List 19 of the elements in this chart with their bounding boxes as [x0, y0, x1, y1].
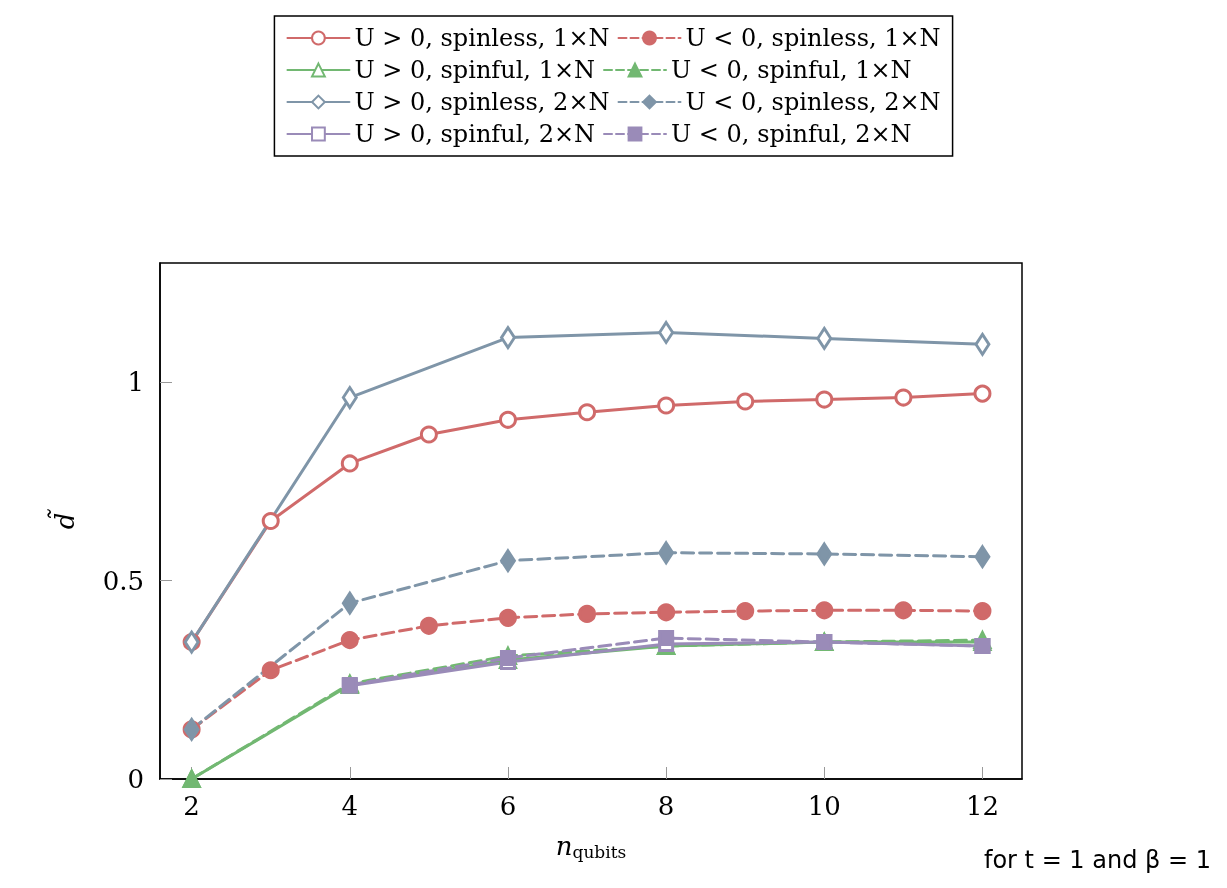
legend-label: U < 0, spinful, 1×N [671, 56, 912, 84]
y-tick-label: 0 [127, 764, 144, 794]
x-tick-label: 2 [183, 791, 200, 821]
x-tick-label: 12 [965, 791, 1000, 821]
legend-label: U < 0, spinful, 2×N [671, 120, 912, 148]
text: for t = 1 and β = 1 [983, 846, 1212, 874]
x-tick-label: 10 [807, 791, 841, 821]
y-tick-label: 1 [127, 367, 144, 398]
legend-label: U > 0, spinless, 2×N [354, 88, 610, 116]
legend-label: U > 0, spinless, 1×N [354, 24, 610, 52]
legend-label: U < 0, spinless, 2×N [685, 88, 941, 116]
legend-label: U > 0, spinful, 2×N [354, 120, 596, 148]
y-tick-label: 0.5 [102, 565, 144, 596]
x-tick-label: 4 [341, 791, 359, 821]
x-tick-label: 8 [657, 791, 675, 821]
y-axis-title: d̃ [47, 508, 80, 530]
legend-label: U < 0, spinless, 1×N [685, 24, 941, 52]
x-tick-label: 6 [499, 791, 517, 821]
legend-label: U > 0, spinful, 1×N [354, 56, 596, 84]
